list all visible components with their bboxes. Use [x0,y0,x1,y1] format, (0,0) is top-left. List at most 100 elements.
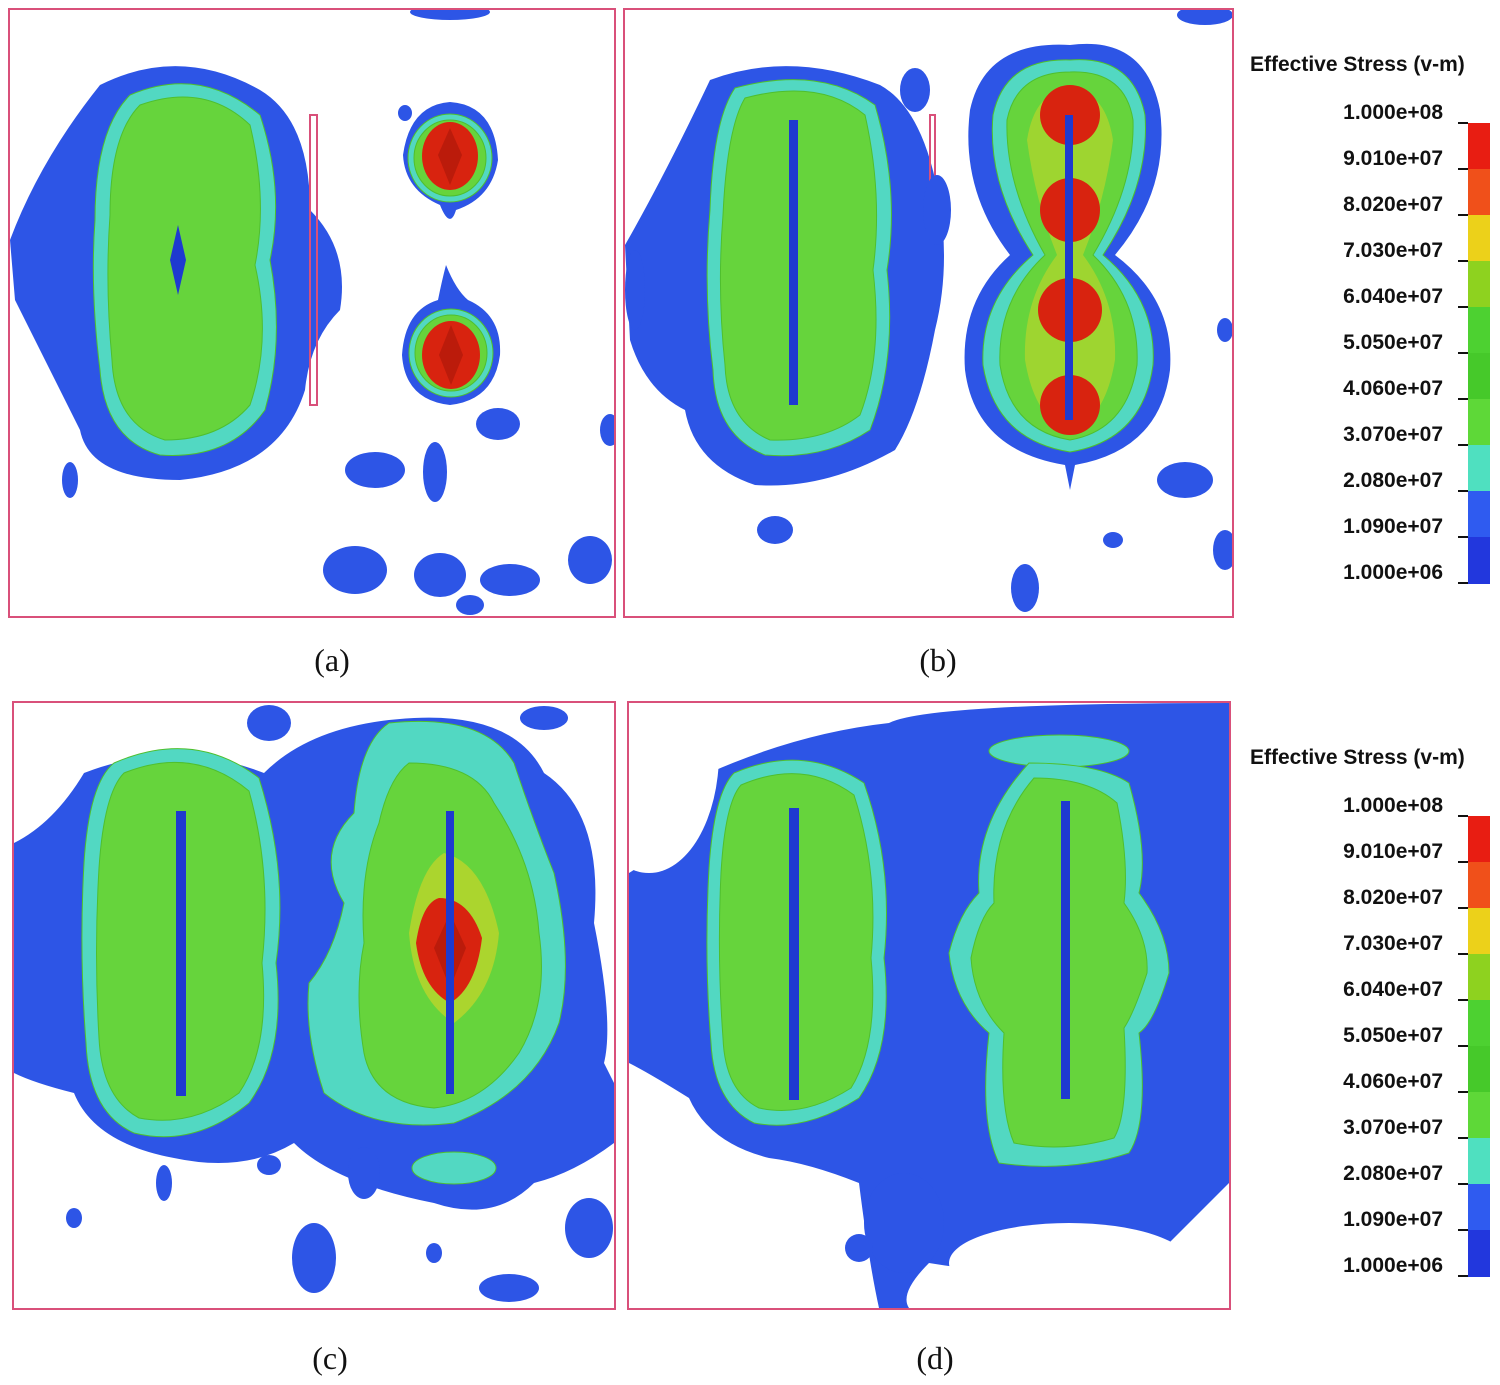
legend-title: Effective Stress (v-m) [1250,53,1465,76]
legend-tick [1458,490,1468,492]
blue-patch [600,414,614,446]
legend-swatch [1468,1046,1490,1093]
blue-patch [247,705,291,741]
legend-label: 8.020e+07 [1343,886,1443,909]
legend-swatch [1468,399,1490,446]
green-zone-right [970,777,1148,1148]
legend-tick [1458,953,1468,955]
stress-contour-c [14,705,614,1302]
blue-patch [156,1165,172,1201]
legend-swatch [1468,307,1490,354]
caption-c: (c) [312,1340,348,1376]
legend-tick [1458,1137,1468,1139]
legend-tick [1458,1183,1468,1185]
red-core-lower [439,325,463,385]
legend-tick [1458,815,1468,817]
well-left [789,808,799,1100]
blue-patch [410,10,490,20]
well-left [789,120,798,405]
legend-tick [1458,1045,1468,1047]
legend-label: 3.070e+07 [1343,423,1443,446]
legend-swatch [1468,862,1490,909]
blue-patch [568,536,612,584]
white-gap [949,1223,1189,1303]
blue-patch [923,175,951,245]
legend-label: 9.010e+07 [1343,840,1443,863]
legend-label: 6.040e+07 [1343,978,1443,1001]
blue-patch [423,442,447,502]
legend-label: 1.090e+07 [1343,1208,1443,1231]
legend-label: 5.050e+07 [1343,1024,1443,1047]
legend-swatch [1468,215,1490,262]
legend-label: 5.050e+07 [1343,331,1443,354]
legend-tick [1458,122,1468,124]
legend-label: 7.030e+07 [1343,239,1443,262]
blue-patch [257,1155,281,1175]
legend-swatch [1468,1000,1490,1047]
legend-label: 9.010e+07 [1343,147,1443,170]
legend-tick [1458,582,1468,584]
panel-c [12,701,616,1310]
well-right [446,811,454,1094]
blue-patch [476,408,520,440]
panel-d [627,701,1231,1310]
legend-tick [1458,1229,1468,1231]
legend-tick [1458,260,1468,262]
blue-patch [520,706,568,730]
blue-patch [456,595,484,615]
legend-label: 7.030e+07 [1343,932,1443,955]
well-mark-left [170,225,186,295]
cyan-cap-top [988,734,1130,768]
legend-label: 1.000e+06 [1343,561,1443,584]
legend-tick [1458,907,1468,909]
legend-top: Effective Stress (v-m) 1.000e+08 9.010e+0… [1250,53,1495,593]
legend-swatch [1468,169,1490,216]
blue-patch [845,1234,873,1262]
legend-swatch [1468,908,1490,955]
blue-patch [480,564,540,596]
legend-tick [1458,306,1468,308]
blue-patch [426,1243,442,1263]
legend-label: 1.000e+08 [1343,101,1443,124]
legend-label: 6.040e+07 [1343,285,1443,308]
legend-swatch [1468,1092,1490,1139]
stress-contour-d [629,703,1229,1308]
blue-patch [757,516,793,544]
blue-patch [1213,530,1232,570]
well-left [176,811,186,1096]
blue-patch [565,1198,613,1258]
legend-tick [1458,352,1468,354]
blue-patch [414,553,466,597]
legend-bottom: Effective Stress (v-m) 1.000e+08 9.010e+0… [1250,746,1495,1286]
blue-patch [1011,564,1039,612]
legend-swatch [1468,353,1490,400]
legend-label: 1.000e+06 [1343,1254,1443,1277]
legend-swatch [1468,537,1490,584]
well-outline-pink [309,114,318,406]
blue-patch [398,105,412,121]
blue-patch [1177,10,1232,25]
legend-tick [1458,861,1468,863]
caption-d: (d) [916,1340,954,1376]
blue-patch [900,68,930,112]
legend-tick [1458,1091,1468,1093]
legend-colorbar [1468,123,1490,584]
legend-label: 1.000e+08 [1343,794,1443,817]
blue-patch [864,1173,944,1273]
stress-contour-b [625,10,1232,612]
caption-a: (a) [314,642,350,678]
legend-tick [1458,398,1468,400]
legend-tick [1458,168,1468,170]
caption-b: (b) [919,642,957,678]
blue-patch [1157,462,1213,498]
green-zone-left [107,96,263,441]
legend-label: 2.080e+07 [1343,1162,1443,1185]
blue-patch [66,1208,82,1228]
legend-tick [1458,1275,1468,1277]
blue-patch [292,1223,336,1293]
cyan-patch-bottom [411,1151,497,1185]
white-gap [639,1163,859,1283]
legend-swatch [1468,123,1490,170]
blue-patch [1217,318,1232,342]
legend-swatch [1468,491,1490,538]
